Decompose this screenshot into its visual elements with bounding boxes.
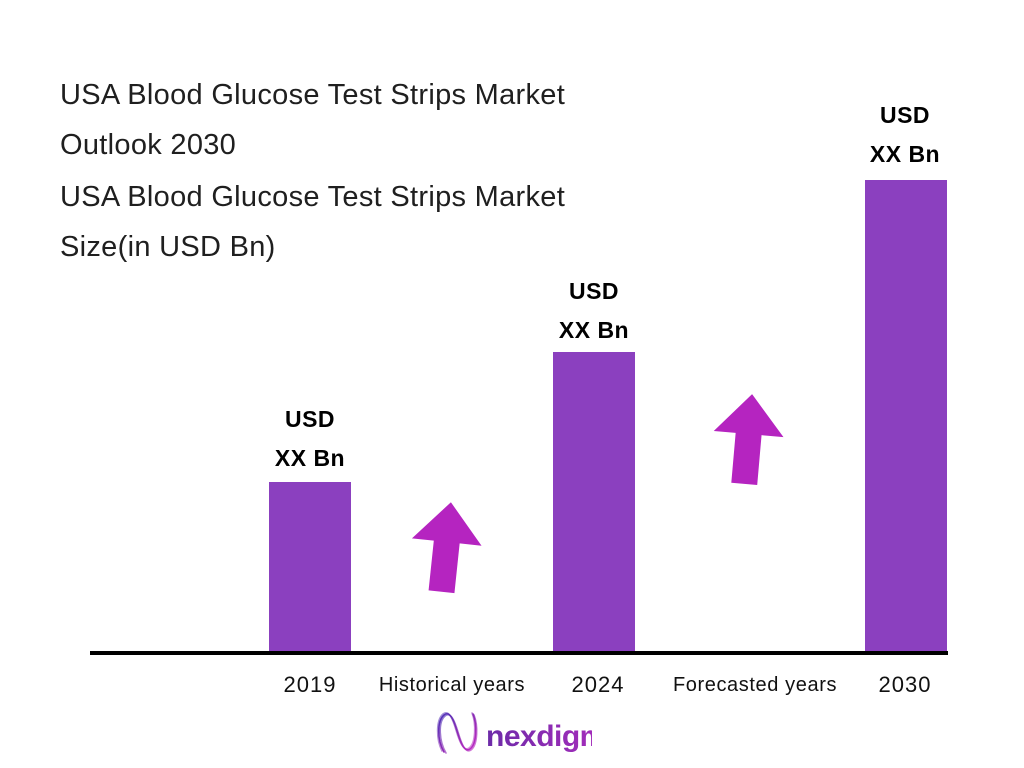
bar-value-label-2030: USD XX Bn bbox=[825, 96, 985, 174]
bar-2024 bbox=[553, 352, 635, 651]
bar-value-label-2019: USD XX Bn bbox=[230, 400, 390, 478]
bar-value-amount-2019: XX Bn bbox=[274, 445, 346, 471]
page-title: USA Blood Glucose Test Strips Market Out… bbox=[60, 70, 565, 170]
bar-2030 bbox=[865, 180, 947, 651]
chart-subtitle-line1: USA Blood Glucose Test Strips Market bbox=[60, 181, 566, 213]
growth-arrow-icon bbox=[713, 394, 784, 485]
bar-value-label-2024: USD XX Bn bbox=[514, 272, 674, 350]
bar-value-usd-2019: USD bbox=[284, 406, 336, 432]
bar-value-usd-2030: USD bbox=[879, 102, 931, 128]
nexdigm-wave-icon bbox=[436, 712, 478, 754]
nexdigm-wordmark: nexdigm bbox=[486, 720, 592, 753]
chart-subtitle-line2: Size(in USD Bn) bbox=[60, 231, 276, 263]
nexdigm-logo: nexdigm bbox=[436, 712, 592, 754]
growth-arrow-icon bbox=[411, 502, 482, 594]
chart-subtitle: USA Blood Glucose Test Strips Market Siz… bbox=[60, 172, 565, 272]
x-axis-label-2030: 2030 bbox=[878, 672, 932, 697]
x-axis-label-historical-years: Historical years bbox=[378, 674, 526, 696]
x-axis-label-forecasted-years: Forecasted years bbox=[672, 674, 838, 696]
bar-value-amount-2030: XX Bn bbox=[869, 141, 941, 167]
bar-2019 bbox=[269, 482, 351, 651]
page-title-line2: Outlook 2030 bbox=[60, 129, 237, 161]
bar-value-amount-2024: XX Bn bbox=[558, 317, 630, 343]
x-axis-label-2019: 2019 bbox=[283, 672, 337, 697]
x-axis-label-2024: 2024 bbox=[571, 672, 625, 697]
x-axis-line bbox=[90, 651, 948, 655]
bar-value-usd-2024: USD bbox=[568, 278, 620, 304]
page-title-line1: USA Blood Glucose Test Strips Market bbox=[60, 79, 566, 111]
